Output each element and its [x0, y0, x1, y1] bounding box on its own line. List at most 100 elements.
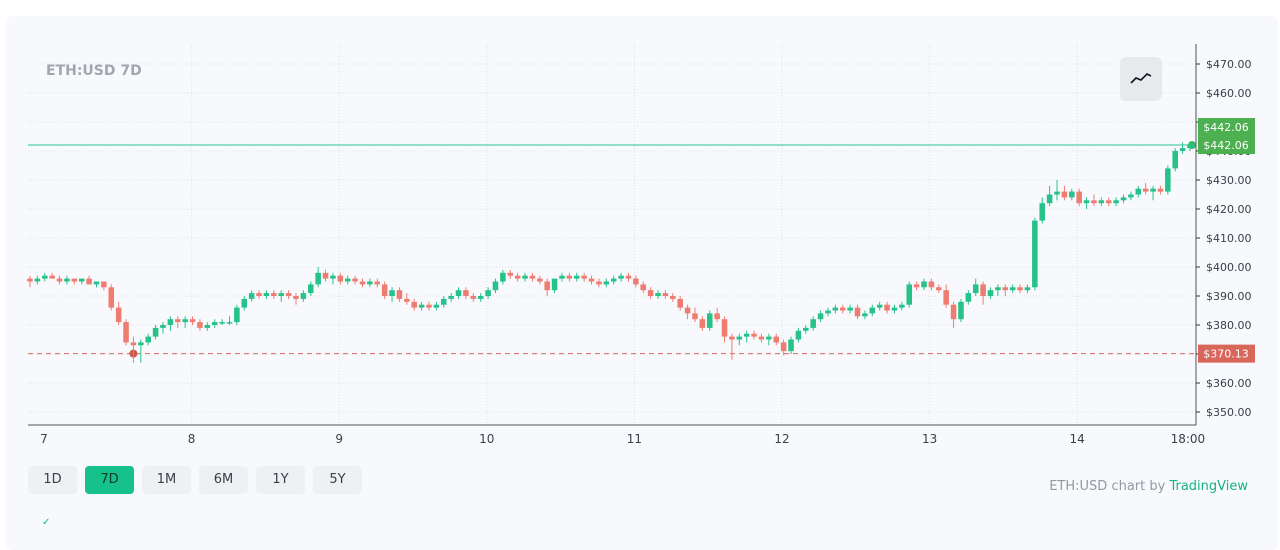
candle: [138, 339, 144, 363]
candle-body: [721, 319, 728, 337]
candle-body: [1142, 188, 1149, 192]
candle: [1105, 197, 1112, 207]
candle: [448, 293, 454, 302]
candle-body: [381, 284, 388, 296]
candle: [736, 333, 743, 346]
candle: [699, 316, 706, 331]
candle: [500, 269, 506, 285]
candle: [374, 278, 381, 288]
candle: [1017, 284, 1023, 294]
candle: [692, 307, 698, 323]
candle: [514, 272, 521, 282]
y-tick-label: $470.00: [1206, 58, 1252, 71]
candle: [182, 316, 188, 328]
chart-type-button[interactable]: [1120, 57, 1162, 101]
candle-body: [684, 307, 691, 314]
candle: [913, 281, 920, 291]
candle-body: [714, 313, 720, 320]
candle: [943, 284, 949, 308]
candle: [825, 307, 831, 317]
candle-body: [1128, 194, 1134, 198]
range-button-1m[interactable]: 1M: [142, 466, 191, 494]
candle-body: [1032, 220, 1038, 288]
candle-body: [581, 275, 587, 279]
candle: [248, 290, 255, 302]
candle: [551, 278, 558, 294]
candle-body: [426, 304, 432, 308]
candle: [743, 330, 750, 343]
candle: [1083, 197, 1090, 209]
candle: [677, 296, 683, 311]
x-tick-label: 7: [40, 432, 48, 446]
range-button-6m[interactable]: 6M: [199, 466, 248, 494]
candle: [780, 339, 787, 356]
range-button-1y[interactable]: 1Y: [256, 466, 305, 494]
candle: [950, 301, 957, 328]
tradingview-link[interactable]: TradingView: [1169, 479, 1248, 494]
candle-body: [1054, 191, 1060, 195]
range-button-7d[interactable]: 7D: [85, 466, 134, 494]
candle: [93, 281, 100, 288]
candle: [263, 290, 270, 299]
candle: [965, 290, 972, 305]
high-price-badge: $442.06: [1203, 121, 1249, 134]
candle-body: [566, 275, 573, 279]
candle: [662, 290, 669, 299]
candle: [633, 275, 639, 288]
candle: [160, 322, 166, 334]
candle: [684, 304, 691, 320]
candle: [300, 290, 307, 302]
candle: [463, 287, 469, 299]
candle-body: [596, 281, 602, 285]
candle: [1039, 197, 1045, 224]
candle-body: [817, 313, 824, 320]
candle: [101, 281, 107, 291]
candle-body: [463, 290, 469, 296]
candle: [49, 272, 55, 279]
y-tick-label: $460.00: [1206, 87, 1252, 100]
candle: [1120, 194, 1127, 204]
candle: [307, 281, 314, 296]
candle-body: [1150, 188, 1156, 192]
candle: [485, 287, 491, 299]
candle-body: [448, 296, 454, 299]
candle: [869, 304, 876, 317]
candle: [396, 287, 403, 302]
candle: [906, 281, 913, 308]
symbol-title: ETH:USD 7D: [46, 63, 142, 79]
chart-widget: [6, 16, 1278, 550]
candle-body: [655, 293, 661, 296]
candle: [56, 275, 63, 285]
candle-body: [766, 336, 772, 340]
last-price-badge-bg: [1198, 136, 1255, 155]
candle-body: [862, 313, 868, 317]
candle-body: [1069, 191, 1075, 198]
x-tick-label: 14: [1070, 432, 1085, 446]
candle-body: [943, 290, 949, 305]
candle: [803, 325, 809, 334]
candle-body: [810, 319, 816, 328]
candle: [115, 301, 122, 325]
candle-body: [455, 290, 462, 296]
chart-grid: [28, 44, 1196, 425]
candle-body: [470, 296, 477, 299]
candle: [211, 319, 218, 328]
candle-body: [1157, 188, 1164, 192]
candle-body: [485, 290, 491, 296]
candle: [1165, 165, 1171, 195]
candle: [862, 310, 868, 320]
candle-body: [145, 336, 151, 343]
candle: [352, 275, 358, 285]
candle-body: [182, 319, 188, 323]
candle-body: [359, 281, 366, 285]
candle-body: [884, 304, 890, 311]
range-button-5y[interactable]: 5Y: [313, 466, 362, 494]
candle: [271, 290, 277, 299]
range-button-1d[interactable]: 1D: [28, 466, 77, 494]
x-tick-label: 13: [922, 432, 937, 446]
candle: [1135, 185, 1142, 198]
candle: [108, 284, 115, 311]
candle-body: [980, 284, 986, 296]
candle-body: [367, 281, 373, 285]
